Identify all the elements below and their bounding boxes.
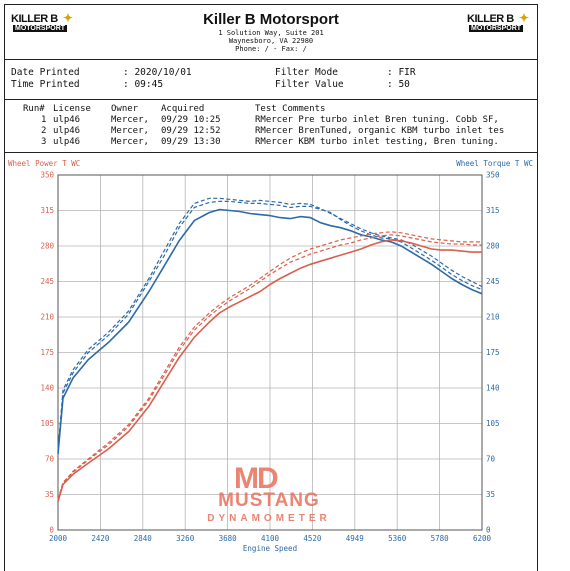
power-series-line [57,231,482,501]
right-y-tick-label: 245 [486,277,500,286]
bee-icon: ✦ [518,11,529,25]
x-tick-label: 4949 [346,534,364,543]
filter-value-value: : 50 [387,79,410,90]
table-row-comment: RMercer BrenTuned, organic KBM turbo inl… [255,126,505,136]
table-row-run: 3 [41,137,47,147]
table-row-acquired: 09/29 10:25 [161,115,221,125]
phone-fax: Phone: / - Fax: / [235,45,307,53]
dyno-report-sheet: KILLER B MOTORSPORT ✦ Killer B Motorspor… [4,4,538,571]
print-meta: Date Printed : 2020/10/01 Time Printed :… [5,63,537,100]
col-owner: Owner [111,104,139,114]
run-table: Run# License Owner Acquired Test Comment… [5,102,537,153]
x-tick-label: 2420 [91,534,110,543]
time-printed-value: : 09:45 [123,79,164,90]
report-header: KILLER B MOTORSPORT ✦ Killer B Motorspor… [5,5,537,60]
left-y-tick-label: 140 [40,384,54,393]
x-tick-label: 2000 [49,534,68,543]
table-row-license: ulp46 [53,137,81,147]
torque-series-line [57,197,483,452]
table-row-comment: RMercer KBM turbo inlet testing, Bren tu… [255,137,499,147]
table-row-owner: Mercer, [111,137,149,147]
right-y-tick-label: 140 [486,384,500,393]
table-row-run: 1 [41,115,47,125]
col-comments: Test Comments [255,104,326,114]
left-axis-label: Wheel Power T WC [8,159,80,168]
bee-icon: ✦ [62,11,73,25]
right-y-tick-label: 0 [486,526,491,535]
left-y-tick-label: 35 [45,490,54,499]
filter-mode-value: : FIR [387,67,416,78]
x-tick-label: 3680 [219,534,238,543]
right-y-tick-label: 70 [486,455,496,464]
filter-value-label: Filter Value [275,79,344,90]
right-y-tick-label: 350 [486,171,500,180]
col-run: Run# [23,104,45,114]
company-name: Killer B Motorsport [203,11,339,28]
watermark-md: MD [234,462,279,495]
x-tick-label: 5780 [431,534,450,543]
col-acquired: Acquired [161,104,205,114]
date-printed-value: : 2020/10/01 [123,67,192,78]
table-row-acquired: 09/29 13:30 [161,137,221,147]
left-y-tick-label: 0 [49,526,54,535]
logo-left: KILLER B MOTORSPORT ✦ [11,11,73,37]
watermark-mustang: MUSTANG [218,490,320,511]
col-license: License [53,104,91,114]
power-series-line [57,239,482,502]
filter-mode-label: Filter Mode [275,67,338,78]
left-y-tick-label: 280 [40,242,54,251]
table-row-comment: RMercer Pre turbo inlet Bren tuning. Cob… [255,115,499,125]
chart-series [57,197,483,502]
plot-frame [57,174,483,531]
table-row-run: 2 [41,126,47,136]
x-tick-label: 3260 [176,534,195,543]
table-row-acquired: 09/29 12:52 [161,126,221,136]
logo-right-bottom: MOTORSPORT [469,25,524,32]
axis-ticks: 2000 2420 2840 3260 3680 4100 4520 4949 5360 5780… [40,171,500,544]
plot-grid [57,174,483,531]
x-tick-label: 5360 [388,534,407,543]
right-y-tick-label: 315 [486,206,500,215]
logo-right-top: KILLER B [467,13,514,25]
right-y-tick-label: 280 [486,242,500,251]
table-row-owner: Mercer, [111,115,149,125]
watermark-dynamometer: DYNAMOMETER [207,513,331,524]
right-axis-label: Wheel Torque T WC [456,159,533,168]
table-row-license: ulp46 [53,115,81,125]
x-tick-label: 2840 [134,534,153,543]
time-printed-label: Time Printed [11,79,80,90]
left-y-tick-label: 70 [45,455,55,464]
logo-right: KILLER B MOTORSPORT ✦ [467,11,529,37]
right-y-tick-label: 35 [486,490,495,499]
left-y-tick-label: 350 [40,171,54,180]
x-tick-label: 4520 [303,534,322,543]
right-y-tick-label: 175 [486,348,500,357]
x-axis-label: Engine Speed [243,544,297,553]
mustang-dynamometer-watermark: MD MUSTANG DYNAMOMETER [184,462,354,532]
x-tick-label: 4100 [261,534,280,543]
left-y-tick-label: 175 [40,348,54,357]
left-y-tick-label: 315 [40,206,54,215]
logo-left-top: KILLER B [11,13,58,25]
table-row-owner: Mercer, [111,126,149,136]
left-y-tick-label: 105 [40,419,54,428]
x-tick-label: 6200 [473,534,492,543]
address-line-1: 1 Solution Way, Suite 201 [218,29,324,37]
address-line-2: Waynesboro, VA 22980 [228,37,314,45]
right-y-tick-label: 210 [486,313,500,322]
torque-series-line [57,208,483,454]
left-y-tick-label: 245 [40,277,54,286]
table-row-license: ulp46 [53,126,81,136]
torque-series-line [57,200,483,451]
logo-left-bottom: MOTORSPORT [13,25,68,32]
left-y-tick-label: 210 [40,313,54,322]
right-y-tick-label: 105 [486,419,500,428]
date-printed-label: Date Printed [11,67,80,78]
